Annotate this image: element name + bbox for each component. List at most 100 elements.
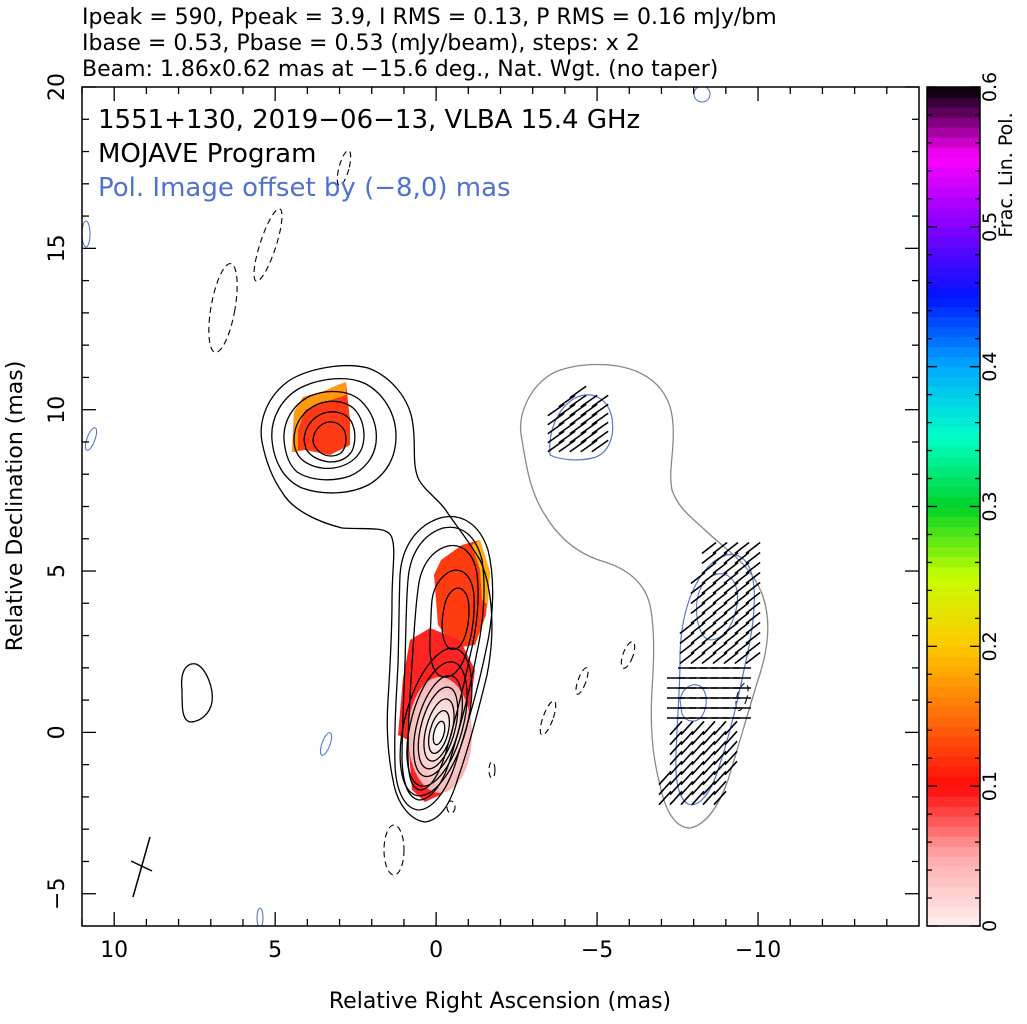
icontour-jet-1 — [394, 516, 494, 811]
evpa-vector — [712, 581, 728, 595]
colorbar-step — [927, 206, 980, 218]
evpa-vector — [745, 571, 761, 585]
colorbar-step — [927, 506, 980, 518]
y-tick-label: 0 — [45, 725, 70, 739]
evpa-vector — [723, 651, 739, 665]
negcontour-5 — [575, 667, 589, 695]
colorbar-step — [927, 536, 980, 548]
negcontour-9 — [446, 800, 456, 814]
colorbar-step — [927, 286, 980, 298]
evpa-vector — [712, 591, 728, 605]
evpa-vector — [734, 581, 750, 595]
evpa-vector — [558, 412, 576, 426]
negcontour-3 — [383, 824, 405, 876]
source-annotation: 1551+130, 2019−06−13, VLBA 15.4 GHz — [98, 105, 640, 135]
stray-contours — [82, 87, 711, 926]
evpa-vector — [702, 780, 716, 796]
colorbar-step — [927, 886, 980, 897]
colorbar-step — [927, 246, 980, 258]
colorbar-step — [927, 866, 980, 877]
evpa-vector — [712, 621, 728, 635]
evpa-vector — [723, 641, 739, 655]
icontour-east-blob — [180, 663, 213, 723]
colorbar-step — [927, 346, 980, 358]
colorbar-step — [927, 336, 980, 348]
evpa-vector — [702, 750, 716, 766]
evpa-vector — [690, 571, 706, 585]
colorbar-step — [927, 196, 980, 208]
x-tick-label: 5 — [268, 938, 282, 963]
colorbar-step — [927, 876, 980, 887]
evpa-vector — [701, 581, 717, 595]
x-axis-label: Relative Right Ascension (mas) — [329, 989, 671, 1014]
beam-ellipse — [130, 836, 153, 898]
colorbar-step — [927, 106, 980, 118]
evpa-vector — [569, 439, 587, 453]
colorbar-step — [927, 366, 980, 378]
evpa-vector — [701, 591, 717, 605]
colorbar-step — [927, 126, 980, 138]
colorbar-step — [927, 496, 980, 508]
colorbar-step — [927, 216, 980, 228]
colorbar-step — [927, 716, 980, 727]
colorbar-tick-label: 0 — [979, 920, 1001, 932]
icontour-core-5 — [423, 698, 455, 762]
icontour-core-6 — [427, 709, 451, 755]
evpa-vector — [680, 720, 694, 736]
polarization-image — [520, 363, 769, 829]
colorbar-step — [927, 826, 980, 837]
y-tick-label: −5 — [45, 878, 70, 910]
negative-contours — [208, 150, 749, 876]
evpa-vector — [734, 551, 750, 565]
evpa-vector — [712, 551, 728, 565]
negcontour-6 — [620, 641, 636, 669]
evpa-vector — [558, 430, 576, 444]
evpa-vector — [712, 601, 728, 615]
colorbar-step — [927, 376, 980, 388]
evpa-vector — [690, 631, 706, 645]
evpa-vector — [669, 720, 683, 736]
icontour-north-4 — [293, 400, 365, 470]
y-tick-label: 15 — [45, 234, 70, 262]
evpa-vector — [701, 611, 717, 625]
colorbar-step — [927, 616, 980, 627]
y-axis-label: Relative Declination (mas) — [3, 361, 28, 652]
icontour-core-7 — [432, 720, 446, 746]
negcontour-2 — [253, 208, 283, 282]
program-annotation: MOJAVE Program — [98, 139, 316, 169]
evpa-vector — [547, 412, 565, 426]
colorbar-step — [927, 466, 980, 478]
colorbar-step — [927, 796, 980, 807]
stray-contour-3 — [319, 732, 333, 756]
evpa-vector — [724, 730, 738, 746]
colorbar-step — [927, 186, 980, 198]
icontour-core-4 — [417, 686, 459, 770]
evpa-vector — [713, 790, 727, 806]
evpa-vector — [734, 591, 750, 605]
evpa-vector — [690, 581, 706, 595]
evpa-vector — [701, 601, 717, 615]
evpa-vector — [713, 780, 727, 796]
evpa-vector — [690, 641, 706, 655]
evpa-vector — [547, 430, 565, 444]
evpa-vector — [680, 780, 694, 796]
evpa-vector — [691, 790, 705, 806]
evpa-vector — [712, 541, 728, 555]
colorbar-step — [927, 426, 980, 438]
evpa-vector — [701, 641, 717, 655]
evpa-vector — [690, 591, 706, 605]
evpa-vector — [669, 740, 683, 756]
colorbar-step — [927, 736, 980, 747]
evpa-vector — [658, 780, 672, 796]
evpa-vector — [569, 385, 587, 399]
colorbar-step — [927, 586, 980, 597]
evpa-vector — [569, 430, 587, 444]
evpa-vector — [591, 439, 609, 453]
evpa-vector — [580, 421, 598, 435]
evpa-vector — [679, 641, 695, 655]
colorbar-step — [927, 316, 980, 328]
evpa-vector — [679, 631, 695, 645]
colorbar-step — [927, 836, 980, 847]
evpa-vector — [712, 641, 728, 655]
icontour-north-5 — [303, 411, 356, 463]
